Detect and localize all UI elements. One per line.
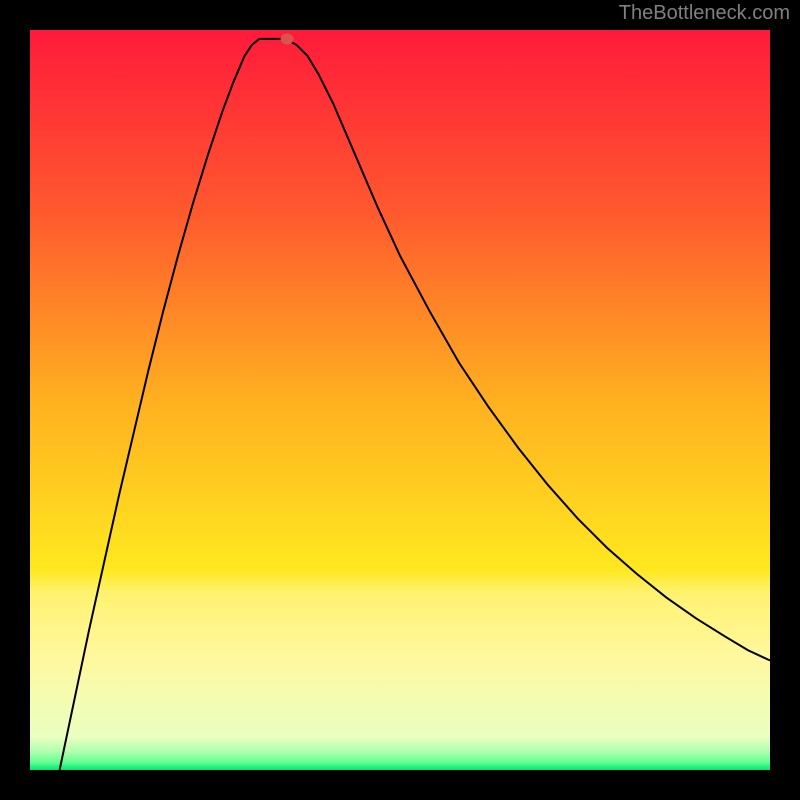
watermark-text: TheBottleneck.com (619, 2, 790, 25)
bottleneck-curve (60, 39, 770, 770)
curve-svg (30, 30, 770, 770)
minimum-marker (280, 33, 293, 44)
plot-area (30, 30, 770, 770)
chart-container: TheBottleneck.com (0, 0, 800, 800)
